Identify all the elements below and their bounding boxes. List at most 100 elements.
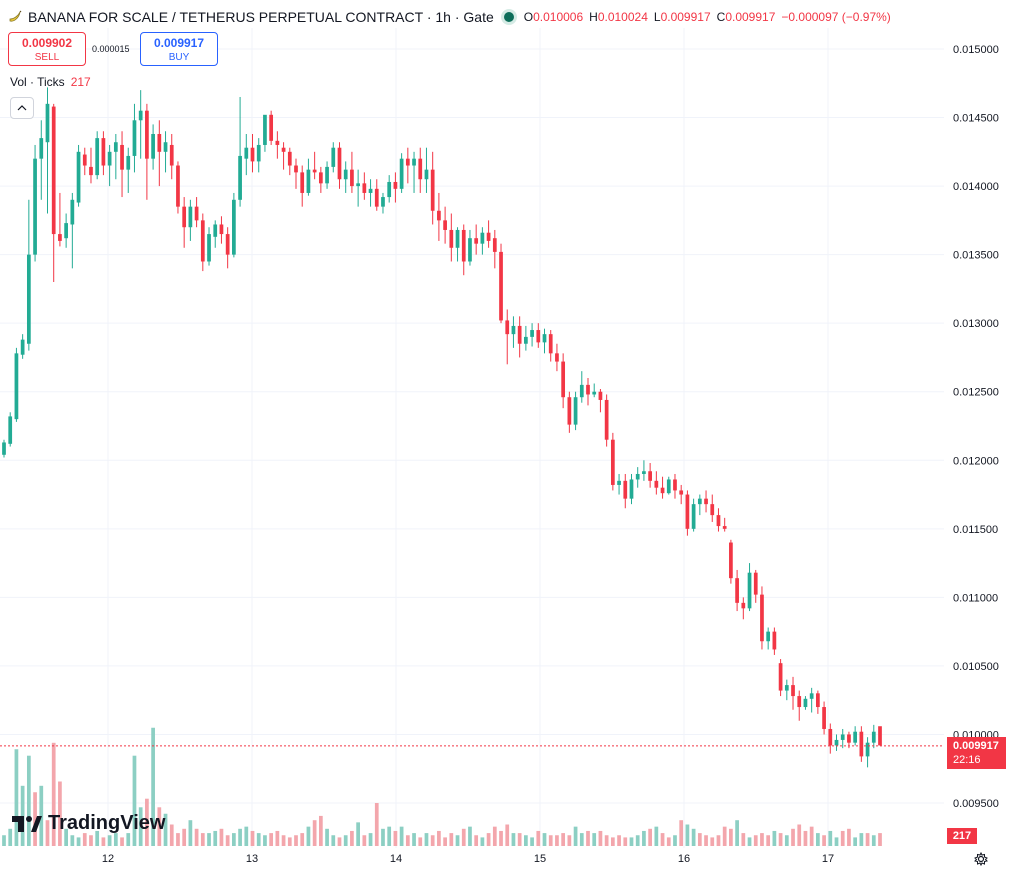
candle	[468, 229, 472, 266]
volume-bar	[654, 826, 659, 846]
candle-body	[492, 238, 497, 252]
candle	[238, 96, 242, 207]
candle-body	[511, 325, 516, 335]
price-axis[interactable]: 0.0095000.0100000.0105000.0110000.011500…	[953, 44, 999, 810]
volume-bar	[76, 837, 81, 846]
candle-body	[14, 353, 19, 420]
volume-bar	[604, 835, 609, 846]
volume-bar	[213, 830, 218, 846]
candle-body	[294, 165, 298, 173]
volume-bar	[753, 835, 758, 846]
candle-body	[39, 138, 44, 159]
candle	[791, 676, 795, 710]
volume-bar	[51, 742, 56, 846]
candle-body	[548, 334, 553, 354]
volume-bar	[343, 835, 348, 846]
time-tick-label: 14	[390, 853, 402, 865]
candle	[39, 120, 44, 200]
tradingview-logo[interactable]: TradingView	[12, 812, 165, 835]
candle-body	[188, 206, 193, 228]
candle	[244, 133, 249, 176]
time-axis[interactable]: 12 13 14 15 16 17	[102, 853, 834, 865]
candle	[399, 153, 404, 193]
close-key: C	[716, 10, 726, 24]
candle-body	[499, 251, 503, 321]
candle-body	[287, 151, 292, 166]
volume-bar	[138, 807, 143, 846]
collapse-legend-button[interactable]	[10, 97, 34, 119]
candle	[499, 243, 503, 324]
chevron-up-icon	[17, 105, 27, 111]
candle	[617, 473, 621, 495]
candle-body	[387, 181, 392, 198]
volume-bar	[418, 837, 423, 846]
time-tick-label: 12	[102, 853, 114, 865]
candle	[126, 147, 131, 193]
candle	[263, 114, 267, 152]
volume-bar	[120, 837, 124, 846]
volume-bar	[33, 792, 37, 846]
candle	[685, 490, 690, 536]
candle	[623, 473, 628, 509]
candle	[542, 328, 547, 354]
volume-legend[interactable]: Vol · Ticks 217	[10, 75, 91, 89]
candle-body	[474, 238, 479, 244]
volume-bar	[729, 828, 733, 846]
sell-button[interactable]: 0.009902 SELL	[8, 32, 86, 66]
sell-price: 0.009902	[21, 35, 73, 50]
volume-bar	[225, 835, 230, 846]
candle-body	[312, 169, 317, 173]
candle-body	[847, 734, 851, 743]
candle-body	[362, 183, 367, 193]
buy-label: BUY	[168, 51, 190, 63]
candle-body	[182, 206, 187, 228]
candle	[82, 147, 87, 176]
volume-bar	[828, 830, 833, 846]
candlestick-series	[2, 87, 882, 768]
volume-bar	[200, 833, 205, 846]
volume-bar	[256, 833, 261, 846]
volume-bar	[306, 826, 311, 846]
candle-body	[325, 166, 329, 184]
candle-body	[642, 471, 646, 474]
candle-body	[617, 480, 621, 485]
candle-body	[393, 181, 398, 189]
time-tick-label: 16	[678, 853, 690, 865]
candle	[635, 467, 640, 488]
volume-bar	[381, 828, 385, 846]
candle-body	[145, 110, 149, 159]
banana-icon	[9, 10, 22, 22]
axis-settings-button[interactable]	[972, 850, 990, 868]
volume-bar	[337, 837, 342, 846]
volume-bar	[169, 824, 174, 846]
candle	[194, 197, 199, 228]
volume-bar	[244, 826, 249, 846]
candle-body	[809, 693, 814, 699]
candle	[176, 161, 180, 214]
candle-body	[381, 197, 385, 207]
candle-body	[263, 114, 267, 145]
candle	[704, 490, 708, 513]
candle	[306, 158, 311, 196]
candle-body	[350, 169, 354, 187]
market-status-icon[interactable]	[503, 12, 514, 22]
symbol-title[interactable]: BANANA FOR SCALE / TETHERUS PERPETUAL CO…	[28, 9, 494, 25]
candle	[660, 476, 665, 499]
low-key: L	[653, 10, 661, 24]
close-value: 0.009917	[725, 10, 776, 24]
price-tick-label: 0.014500	[953, 113, 999, 125]
volume-bar	[791, 828, 795, 846]
candle	[45, 87, 50, 214]
candle-body	[635, 473, 640, 480]
candle-body	[126, 155, 131, 170]
candle	[878, 726, 882, 746]
candle-body	[760, 594, 764, 642]
candle	[350, 151, 354, 193]
candle	[138, 90, 143, 159]
candle	[362, 172, 367, 200]
volume-bar	[573, 826, 578, 846]
candle	[132, 103, 137, 173]
candle-body	[710, 504, 715, 516]
buy-button[interactable]: 0.009917 BUY	[140, 32, 218, 66]
